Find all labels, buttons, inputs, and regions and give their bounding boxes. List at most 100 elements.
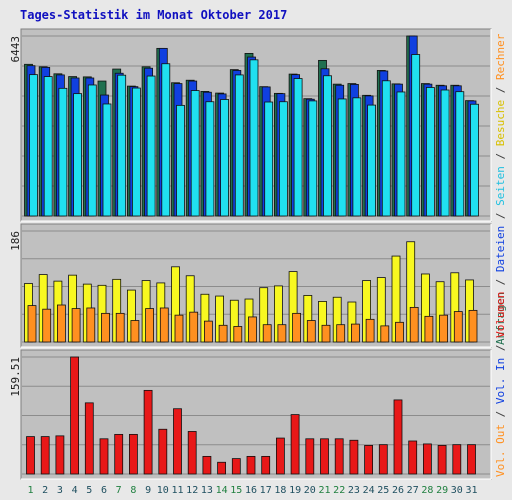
day-label: 15 [230,485,242,496]
day-label: 8 [130,485,136,496]
legend-item: / [494,404,507,424]
bar-rechner-day-26 [395,321,404,343]
day-label: 10 [157,485,169,496]
legend-item: / [494,80,507,100]
legend-item: Volumen [494,292,507,338]
bar-volumen-day-15 [231,458,241,475]
bar-rechner-day-6 [101,312,110,343]
legend-item: Seiten [494,166,507,206]
bar-volumen-day-17 [261,455,271,475]
legend-text: Vol. Out / Vol. In / Volumen [494,292,507,477]
bar-rechner-day-17 [262,324,272,343]
day-label: 5 [86,485,92,496]
day-label: 11 [171,485,183,496]
bar-seiten-day-1 [29,74,38,217]
bar-volumen-day-7 [114,433,124,475]
bar-rechner-day-25 [380,325,390,343]
day-label: 6 [101,485,107,496]
panel-requests: 6443 [9,28,492,222]
bar-volumen-day-20 [305,438,315,475]
bar-seiten-day-29 [440,89,450,217]
bar-rechner-day-30 [453,311,463,343]
bar-volumen-day-3 [55,435,65,475]
bar-seiten-day-30 [455,91,465,217]
bar-seiten-day-7 [117,74,127,217]
bar-rechner-day-11 [174,314,184,343]
day-label: 27 [407,485,419,496]
day-label: 12 [186,485,198,496]
day-label: 19 [289,485,301,496]
day-label: 7 [116,485,122,496]
day-label: 20 [304,485,316,496]
day-label: 31 [465,485,477,496]
day-label: 16 [245,485,257,496]
bar-seiten-day-23 [352,97,362,217]
legend-item: / [494,272,507,292]
bar-volumen-day-13 [202,455,212,475]
bar-seiten-day-12 [190,90,200,217]
day-label: 24 [363,485,375,496]
bar-seiten-day-26 [396,91,406,217]
bar-volumen-day-23 [349,439,359,475]
bar-volumen-day-22 [334,438,344,475]
bar-seiten-day-13 [205,101,215,217]
bar-seiten-day-6 [102,103,112,217]
bar-volumen-day-18 [275,437,285,475]
bar-seiten-day-28 [425,87,435,217]
bar-rechner-day-10 [159,307,169,343]
panel-visits: 186 [9,223,492,348]
bar-seiten-day-3 [58,87,68,217]
bar-volumen-day-1 [26,436,35,475]
legend-item: Vol. In [494,358,507,404]
bar-rechner-day-8 [130,320,140,343]
bar-rechner-day-7 [115,312,125,343]
y-max-label: 6443 [9,36,22,63]
bar-volumen-day-11 [173,408,182,475]
day-label: 26 [392,485,404,496]
bar-volumen-day-10 [158,428,168,475]
bar-volumen-day-5 [84,402,94,475]
bar-volumen-day-26 [393,399,403,475]
chart-panels: 6443 186 159.51 [9,28,492,480]
legend-text: Anfragen / Dateien / Seiten / Besuche / … [494,33,507,345]
bar-rechner-day-15 [233,326,243,343]
bar-volumen-day-27 [408,440,418,475]
bar-rechner-day-24 [365,318,375,343]
bar-volumen-day-2 [40,436,50,475]
bar-rechner-day-1 [27,305,37,343]
legend-item: Anfragen [494,292,507,345]
bar-seiten-day-25 [381,80,391,217]
bar-seiten-day-2 [43,76,53,217]
bar-rechner-day-23 [350,323,360,343]
day-label: 4 [72,485,78,496]
bar-seiten-day-18 [278,101,288,217]
bar-volumen-day-21 [320,438,329,475]
bar-seiten-day-17 [264,101,274,217]
legend-item: Besuche [494,100,507,146]
chart-title: Tages-Statistik im Monat Oktober 2017 [20,8,287,22]
bar-rechner-day-4 [71,308,81,343]
bar-rechner-day-18 [277,324,287,343]
legend-item: / [494,338,507,358]
day-label: 3 [57,485,63,496]
day-label: 17 [260,485,272,496]
bar-seiten-day-8 [131,87,141,217]
day-label: 23 [348,485,360,496]
day-label: 9 [145,485,151,496]
panel-volume: 159.51 [9,349,492,480]
day-label: 13 [201,485,213,496]
bar-volumen-day-8 [128,433,138,475]
legend-item: Dateien [494,226,507,272]
bar-volumen-day-31 [467,444,476,475]
bar-seiten-day-27 [411,54,421,217]
bar-rechner-day-28 [424,315,434,343]
bar-rechner-day-9 [145,308,155,343]
legend-item: Vol. Out [494,424,507,477]
bar-seiten-day-20 [308,100,318,217]
legend-requests-visits: Anfragen / Dateien / Seiten / Besuche / … [494,33,507,345]
bar-seiten-day-11 [176,104,185,217]
bar-seiten-day-16 [249,59,259,217]
bar-volumen-day-30 [452,444,462,475]
bar-rechner-day-22 [336,324,346,343]
